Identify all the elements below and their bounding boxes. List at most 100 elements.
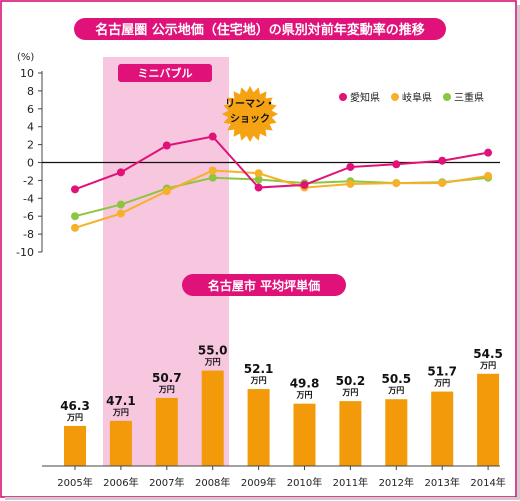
bar-value-label: 54.5 bbox=[473, 347, 503, 361]
bar-value-label: 50.5 bbox=[381, 372, 411, 386]
x-axis: 2005年 2006年 2007年 2008年 2009年 2010年 2011年 2012年… bbox=[57, 466, 506, 489]
series-point bbox=[208, 132, 217, 141]
y-tick-label: 0 bbox=[27, 157, 34, 170]
y-tick-label: -6 bbox=[23, 210, 34, 223]
legend-marker bbox=[391, 93, 399, 101]
series-point bbox=[254, 183, 263, 192]
bar-2010 bbox=[293, 403, 316, 466]
series-point bbox=[71, 223, 79, 232]
x-tick-label: 2007年 bbox=[149, 476, 184, 489]
y-tick-label: -10 bbox=[16, 246, 34, 259]
bar-unit-label: 万円 bbox=[479, 361, 496, 370]
bars bbox=[64, 370, 500, 466]
series-point bbox=[346, 162, 355, 171]
lehman-shock-label-1: リーマン・ bbox=[225, 98, 275, 110]
lehman-shock-label-2: ショック bbox=[230, 113, 270, 125]
bar-2012 bbox=[385, 399, 408, 466]
series-line-0 bbox=[74, 135, 489, 191]
title-bar bbox=[74, 18, 446, 40]
bar-value-label: 47.1 bbox=[106, 394, 136, 408]
bar-2014 bbox=[477, 373, 500, 466]
series-point bbox=[162, 187, 171, 196]
bar-unit-label: 万円 bbox=[112, 408, 129, 417]
x-tick-label: 2012年 bbox=[379, 476, 414, 489]
series-point bbox=[438, 179, 447, 188]
bar-2013 bbox=[431, 391, 454, 466]
x-tick-label: 2006年 bbox=[103, 476, 138, 489]
bar-2011 bbox=[339, 401, 362, 466]
series-line-1 bbox=[74, 169, 489, 229]
legend-marker bbox=[339, 93, 347, 101]
lehman-shock-burst bbox=[222, 86, 278, 142]
legend-label: 岐阜県 bbox=[402, 91, 432, 104]
series-point bbox=[392, 160, 401, 169]
chart-frame-shadow-bottom bbox=[5, 497, 520, 500]
series-point bbox=[71, 185, 79, 194]
series-point bbox=[254, 169, 263, 178]
x-tick-label: 2010年 bbox=[287, 476, 322, 489]
bar-unit-label: 万円 bbox=[250, 376, 267, 385]
series-point bbox=[71, 212, 79, 221]
series-point bbox=[300, 180, 309, 189]
bar-2009 bbox=[247, 389, 270, 466]
bar-unit-label: 万円 bbox=[296, 391, 313, 400]
bar-value-label: 55.0 bbox=[198, 344, 228, 358]
x-tick-label: 2014年 bbox=[470, 476, 505, 489]
bar-unit-label: 万円 bbox=[158, 385, 175, 394]
y-tick-label: 10 bbox=[20, 67, 34, 80]
bar-unit-label: 万円 bbox=[204, 358, 221, 367]
bar-2007 bbox=[155, 397, 178, 466]
y-tick-label: -4 bbox=[23, 192, 34, 205]
chart-frame-shadow bbox=[517, 5, 520, 499]
bar-unit-label: 万円 bbox=[66, 413, 83, 422]
y-tick-label: 4 bbox=[27, 121, 34, 134]
x-tick-label: 2008年 bbox=[195, 476, 230, 489]
bar-unit-label: 万円 bbox=[387, 386, 404, 395]
x-tick-label: 2013年 bbox=[424, 476, 459, 489]
legend: 愛知県 岐阜県 三重県 bbox=[339, 91, 484, 104]
y-tick-label: 8 bbox=[27, 85, 34, 98]
bar-value-label: 46.3 bbox=[60, 399, 90, 413]
series-point bbox=[208, 173, 217, 182]
bar-unit-label: 万円 bbox=[341, 388, 358, 397]
bar-value-label: 50.7 bbox=[152, 371, 182, 385]
y-tick-label: 2 bbox=[27, 139, 34, 152]
y-tick-label: -8 bbox=[23, 228, 34, 241]
chart-title: 名古屋圏 公示地価（住宅地）の県別対前年変動率の推移 bbox=[95, 22, 425, 38]
series-point bbox=[116, 168, 125, 177]
line-series bbox=[71, 132, 493, 232]
y-tick-label: -2 bbox=[23, 174, 34, 187]
series-point bbox=[162, 141, 171, 150]
series-point bbox=[116, 209, 125, 218]
x-tick-label: 2005年 bbox=[57, 476, 92, 489]
mini-bubble-label: ミニバブル bbox=[138, 66, 193, 80]
bar-unit-label: 万円 bbox=[433, 379, 450, 388]
bar-value-label: 50.2 bbox=[336, 374, 366, 388]
y-axis-unit: (%) bbox=[17, 52, 34, 63]
mini-bubble-label-bg bbox=[118, 64, 212, 82]
series-point bbox=[254, 175, 263, 184]
bar-2008 bbox=[201, 370, 224, 466]
series-point bbox=[346, 179, 355, 188]
bar-value-label: 52.1 bbox=[244, 362, 274, 376]
bar-title-bg bbox=[182, 274, 346, 296]
legend-marker bbox=[443, 93, 451, 101]
x-tick-label: 2009年 bbox=[241, 476, 276, 489]
series-point bbox=[484, 171, 493, 180]
bar-value-label: 49.8 bbox=[290, 377, 320, 391]
series-point bbox=[116, 200, 125, 209]
series-point bbox=[392, 179, 401, 188]
legend-label: 愛知県 bbox=[350, 91, 380, 104]
bar-2005 bbox=[64, 425, 86, 466]
series-point bbox=[438, 156, 447, 165]
y-tick-label: 6 bbox=[27, 103, 34, 116]
series-point bbox=[208, 166, 217, 175]
legend-label: 三重県 bbox=[454, 91, 484, 104]
series-point bbox=[484, 148, 493, 157]
bar-2006 bbox=[109, 420, 132, 466]
bar-value-label: 51.7 bbox=[427, 365, 457, 379]
x-tick-label: 2011年 bbox=[333, 476, 368, 489]
bar-chart-title: 名古屋市 平均坪単価 bbox=[208, 278, 320, 293]
